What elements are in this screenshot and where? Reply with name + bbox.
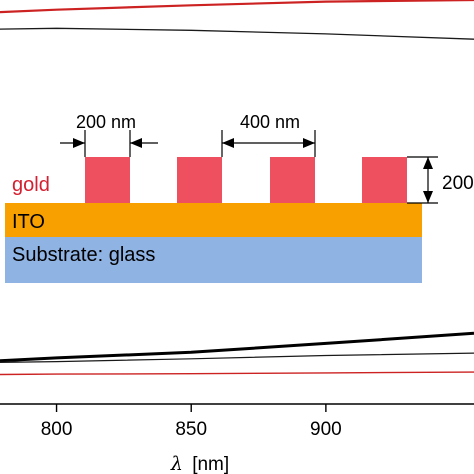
- x-tick-label: 900: [310, 419, 342, 440]
- width-dimension: [60, 130, 158, 157]
- period-label: 400 nm: [240, 112, 300, 132]
- substrate-layer: [5, 237, 422, 283]
- series-layer: [0, 0, 474, 376]
- series-line-4: [0, 352, 474, 363]
- height-label: 200: [442, 173, 474, 194]
- x-tick-label: 800: [41, 419, 73, 440]
- gold-pillar: [177, 157, 222, 203]
- substrate-label: Substrate: glass: [12, 244, 155, 266]
- gold-pillar: [362, 157, 407, 203]
- series-line-2: [0, 27, 474, 40]
- gold-label: gold: [12, 174, 50, 196]
- structure-inset: Substrate: glass ITO gold 200 nm: [5, 112, 474, 283]
- x-tick-layer: 800 850 900: [41, 404, 342, 440]
- period-dimension: [221, 130, 316, 157]
- x-axis-label-unit: [nm]: [192, 454, 229, 474]
- series-line-5: [0, 371, 474, 376]
- series-line-3: [0, 331, 474, 363]
- x-tick-label: 850: [175, 419, 207, 440]
- gold-pillar: [270, 157, 315, 203]
- width-label: 200 nm: [76, 112, 136, 132]
- series-line-1: [0, 0, 474, 14]
- gold-pillar: [85, 157, 130, 203]
- ito-layer: [5, 203, 422, 237]
- x-axis-label: λ [nm]: [170, 453, 229, 474]
- x-axis-label-symbol: λ: [170, 453, 183, 474]
- ito-label: ITO: [12, 211, 45, 233]
- height-dimension: [407, 156, 438, 204]
